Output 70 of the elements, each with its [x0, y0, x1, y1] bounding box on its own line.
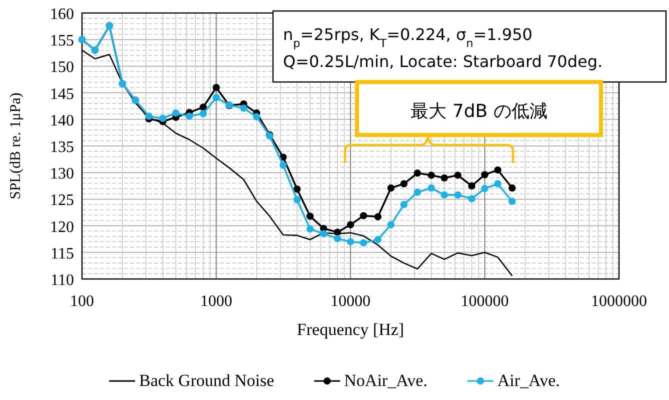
x-tick-label: 10000	[330, 293, 370, 310]
point	[334, 234, 342, 242]
point	[494, 180, 502, 188]
point	[400, 180, 408, 188]
point	[428, 172, 435, 179]
point	[508, 184, 516, 192]
point	[293, 185, 301, 193]
point	[374, 236, 382, 244]
point	[454, 172, 462, 179]
y-tick-label: 110	[50, 272, 74, 289]
point	[346, 238, 354, 246]
x-axis-title: Frequency [Hz]	[296, 320, 404, 339]
point	[428, 184, 435, 192]
annotation: Q=0.25L/min, Locate: Starboard 70deg.	[283, 52, 603, 71]
point	[440, 191, 448, 199]
y-tick-label: 160	[50, 6, 74, 23]
x-tick-label: 100000	[460, 293, 509, 310]
point	[200, 104, 207, 111]
y-tick-label: 130	[50, 166, 74, 183]
point	[468, 195, 476, 202]
y-tick-label: 125	[50, 192, 74, 210]
annotation: 最大 7dB の低減	[410, 101, 548, 122]
annotation: n$_{p}$=25rps, K$_{T}$=0.224, σ$_{n}$=1.950	[283, 25, 532, 50]
point	[240, 104, 248, 112]
point	[293, 196, 301, 204]
point	[186, 112, 193, 120]
legend-label: Back Ground Noise	[139, 371, 274, 390]
point	[346, 221, 354, 228]
point	[306, 212, 314, 220]
x-tick-label: 1000000	[591, 293, 647, 310]
x-tick-label: 1000	[200, 293, 232, 310]
y-tick-label: 135	[50, 139, 74, 156]
point	[320, 230, 328, 238]
point	[172, 109, 180, 117]
point	[159, 114, 166, 122]
point	[253, 113, 260, 120]
point	[374, 213, 382, 220]
y-tick-label: 115	[50, 245, 74, 262]
point	[387, 184, 395, 192]
point	[280, 162, 287, 169]
point	[212, 84, 220, 92]
point	[334, 228, 342, 236]
point	[360, 212, 368, 220]
legend-label: Air_Ave.	[497, 371, 560, 390]
y-tick-label: 145	[50, 86, 74, 103]
y-tick-label: 150	[50, 59, 74, 76]
parameter-box: n$_{p}$=25rps, K$_{T}$=0.224, σ$_{n}$=1.950 Q=0.25L/min, Locate: Starboard 70deg.	[272, 10, 667, 83]
point	[468, 182, 476, 190]
point	[414, 170, 421, 177]
x-tick-label: 100	[70, 293, 94, 310]
y-tick-label: 120	[50, 218, 74, 236]
y-tick-label: 140	[50, 112, 74, 130]
point	[454, 191, 462, 199]
point	[200, 110, 207, 118]
point	[414, 188, 421, 196]
point	[400, 200, 408, 208]
point	[360, 239, 368, 246]
point	[212, 94, 220, 102]
point	[145, 112, 152, 120]
point	[306, 225, 314, 233]
legend-label: NoAir_Ave.	[344, 371, 428, 390]
reduction-callout: 最大 7dB の低減	[344, 80, 603, 163]
point	[481, 171, 488, 178]
point	[440, 174, 448, 182]
point	[387, 221, 395, 228]
y-axis-title: SPL(dB re. 1μPa)	[8, 92, 24, 200]
point	[508, 198, 516, 205]
point	[494, 166, 502, 174]
y-tick-label: 155	[50, 32, 74, 50]
point	[481, 184, 488, 192]
